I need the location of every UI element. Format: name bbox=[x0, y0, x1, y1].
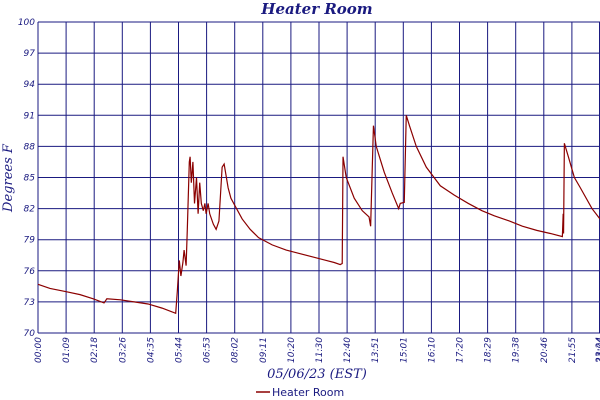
x-tick-label: 02:18 bbox=[90, 337, 100, 363]
series-line-heater-room bbox=[37, 115, 600, 315]
x-tick-label: 23:24 bbox=[595, 337, 600, 363]
x-tick-label: 12:40 bbox=[343, 337, 353, 363]
x-tick-label: 15:01 bbox=[399, 337, 409, 363]
y-tick-label: 70 bbox=[24, 329, 36, 339]
x-tick-label: 11:30 bbox=[315, 337, 325, 363]
x-tick-label: 09:11 bbox=[259, 337, 269, 363]
x-tick-label: 10:20 bbox=[287, 337, 297, 363]
x-tick-label: 00:00 bbox=[34, 337, 44, 363]
y-tick-label: 97 bbox=[24, 49, 36, 59]
x-tick-label: 04:35 bbox=[146, 337, 156, 363]
y-axis-label: Degrees F bbox=[1, 143, 16, 213]
x-tick-label: 01:09 bbox=[62, 337, 72, 363]
y-tick-label: 88 bbox=[24, 142, 36, 152]
x-tick-label: 05:44 bbox=[175, 337, 185, 363]
y-tick-label: 76 bbox=[24, 267, 36, 277]
x-axis-label: 05/06/23 (EST) bbox=[267, 367, 367, 382]
y-tick-label: 79 bbox=[24, 236, 36, 246]
x-tick-label: 17:20 bbox=[456, 337, 466, 363]
y-tick-label: 94 bbox=[24, 80, 36, 90]
x-axis-ticks: 00:00 01:09 02:18 03:26 04:35 05:44 06:53 08:02… bbox=[34, 337, 600, 363]
grid-lines bbox=[37, 21, 600, 334]
x-tick-label: 21:55 bbox=[568, 337, 578, 363]
x-tick-label: 16:10 bbox=[427, 337, 437, 363]
x-tick-label: 03:26 bbox=[118, 337, 128, 363]
x-tick-label: 06:53 bbox=[203, 337, 213, 363]
y-tick-label: 73 bbox=[24, 298, 36, 308]
y-tick-label: 85 bbox=[24, 174, 36, 184]
x-tick-label: 18:29 bbox=[484, 337, 494, 363]
legend-label-heater-room: Heater Room bbox=[272, 386, 344, 399]
y-tick-label: 100 bbox=[18, 18, 35, 28]
y-axis-ticks: 70 73 76 79 82 85 88 91 94 97 100 bbox=[18, 18, 35, 339]
chart-title: Heater Room bbox=[260, 0, 372, 18]
x-tick-label: 19:38 bbox=[512, 337, 522, 363]
y-tick-label: 91 bbox=[24, 111, 35, 121]
y-tick-label: 82 bbox=[24, 205, 36, 215]
legend: Heater Room bbox=[256, 386, 344, 399]
x-tick-label: 23:04 bbox=[596, 337, 600, 363]
x-tick-label: 13:51 bbox=[371, 337, 381, 363]
x-tick-label: 08:02 bbox=[231, 337, 241, 363]
x-tick-label: 20:46 bbox=[540, 337, 550, 363]
